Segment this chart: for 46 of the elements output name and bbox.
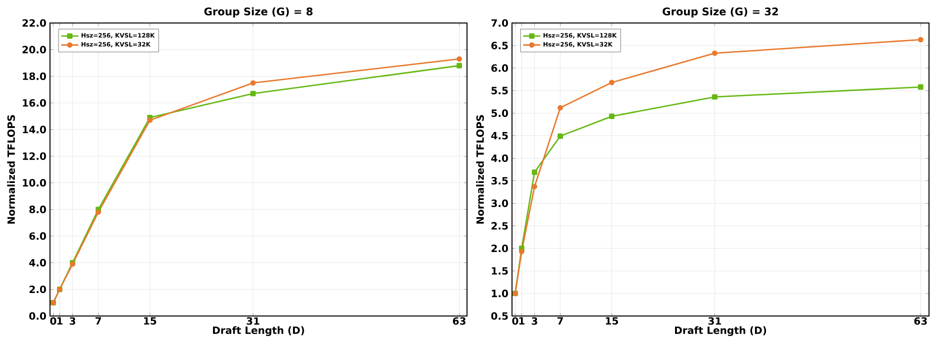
x-tick-label: 1 <box>519 317 524 324</box>
x-tick-label: 63 <box>914 317 927 325</box>
y-tick-label: 8.0 <box>29 206 46 214</box>
y-tick-label: 14.0 <box>22 126 46 134</box>
y-tick-label: 1.0 <box>492 290 508 298</box>
y-tick-label: 2.0 <box>492 244 508 252</box>
x-tick-label: 0 <box>512 317 518 325</box>
x-tick-label: 0 <box>50 317 56 325</box>
x-tick-label: 31 <box>708 317 721 325</box>
x-tick-label: 7 <box>96 317 102 324</box>
x-tick-label: 31 <box>246 317 260 325</box>
y-tick-label: 4.0 <box>29 258 46 267</box>
y-tick-label: 16.0 <box>22 99 46 107</box>
y-axis-title: Normalized TFLOPS <box>7 115 15 224</box>
y-tick-label: 6.0 <box>29 232 46 240</box>
y-tick-label: 3.0 <box>491 200 508 208</box>
y-tick-label: 3.5 <box>491 176 508 185</box>
x-axis-title: Draft Length (D) <box>213 326 304 336</box>
y-tick-label: 4.0 <box>491 154 508 162</box>
x-tick-label: 63 <box>452 317 466 325</box>
x-tick-label: 7 <box>557 317 563 324</box>
y-tick-label: 18.0 <box>22 72 46 80</box>
y-tick-label: 0.5 <box>491 312 508 320</box>
x-tick-label: 3 <box>70 317 76 325</box>
y-tick-label: 12.0 <box>22 152 46 160</box>
y-axis-title: Normalized TFLOPS <box>476 115 484 224</box>
y-tick-label: 0.0 <box>29 312 46 320</box>
y-tick-label: 4.5 <box>491 132 508 140</box>
y-tick-label: 5.0 <box>492 109 508 117</box>
y-tick-label: 5.5 <box>492 86 508 94</box>
y-tick-label: 2.0 <box>30 286 46 294</box>
y-tick-label: 1.5 <box>492 267 508 275</box>
x-tick-label: 3 <box>532 317 538 325</box>
x-axis-title: Draft Length (D) <box>675 326 766 336</box>
chart-title: Group Size (G) = 8 <box>204 7 313 18</box>
x-tick-label: 15 <box>144 317 156 325</box>
y-tick-label: 6.5 <box>491 42 508 50</box>
chart-title: Group Size (G) = 32 <box>662 7 778 18</box>
y-tick-label: 6.0 <box>491 64 508 72</box>
y-tick-label: 20.0 <box>22 46 46 54</box>
x-tick-label: 15 <box>606 317 618 325</box>
y-tick-label: 22.0 <box>22 19 46 27</box>
y-tick-label: 10.0 <box>22 179 46 187</box>
x-tick-label: 1 <box>57 317 62 324</box>
y-tick-label: 2.5 <box>492 222 508 230</box>
y-tick-label: 7.0 <box>491 19 508 27</box>
